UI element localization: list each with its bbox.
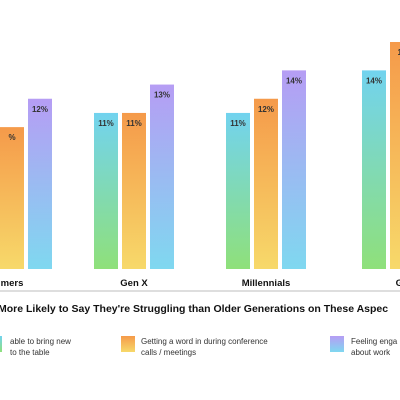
bar-3-1 bbox=[28, 98, 52, 269]
bar-3-2 bbox=[150, 84, 174, 269]
legend-label-2: calls / meetings bbox=[141, 348, 196, 357]
legend-swatch-2 bbox=[121, 336, 135, 352]
value-label-2-1: % bbox=[8, 133, 15, 142]
bar-2-4 bbox=[390, 42, 400, 269]
value-label-3-3: 14% bbox=[286, 76, 302, 85]
category-label: Millennials bbox=[242, 278, 291, 289]
category-label: mers bbox=[1, 278, 24, 289]
bar-1-3 bbox=[226, 112, 250, 269]
legend-swatch-3 bbox=[330, 336, 344, 352]
bar-1-2 bbox=[94, 112, 118, 269]
value-label-2-4: 16 bbox=[398, 48, 400, 57]
legend-label-3: about work bbox=[351, 348, 391, 357]
value-label-1-2: 11% bbox=[98, 119, 114, 128]
legend-label-2: Getting a word in during conference bbox=[141, 337, 268, 346]
bar-2-3 bbox=[254, 98, 278, 269]
value-label-3-2: 13% bbox=[154, 91, 170, 100]
legend-label-1: to the table bbox=[10, 348, 50, 357]
legend: able to bring new to the table Getting a w… bbox=[0, 336, 398, 357]
bars-layer: % 12% 11% 11% 13% 11% 12% 14% 14% 16 bbox=[0, 42, 400, 269]
category-label: Ge bbox=[396, 278, 400, 289]
category-label: Gen X bbox=[120, 278, 148, 289]
value-label-2-2: 11% bbox=[126, 119, 142, 128]
value-label-1-4: 14% bbox=[366, 76, 382, 85]
bar-3-3 bbox=[282, 70, 306, 269]
legend-swatch-1 bbox=[0, 336, 2, 352]
legend-label-3: Feeling enga bbox=[351, 337, 398, 346]
legend-label-1: able to bring new bbox=[10, 337, 71, 346]
value-label-3-1: 12% bbox=[32, 105, 48, 114]
value-label-2-3: 12% bbox=[258, 105, 274, 114]
bar-1-4 bbox=[362, 70, 386, 269]
bar-2-1 bbox=[0, 127, 24, 269]
chart-title: More Likely to Say They're Struggling th… bbox=[0, 303, 388, 315]
category-labels: mers Gen X Millennials Ge bbox=[1, 278, 400, 289]
bar-2-2 bbox=[122, 112, 146, 269]
value-label-1-3: 11% bbox=[230, 119, 246, 128]
